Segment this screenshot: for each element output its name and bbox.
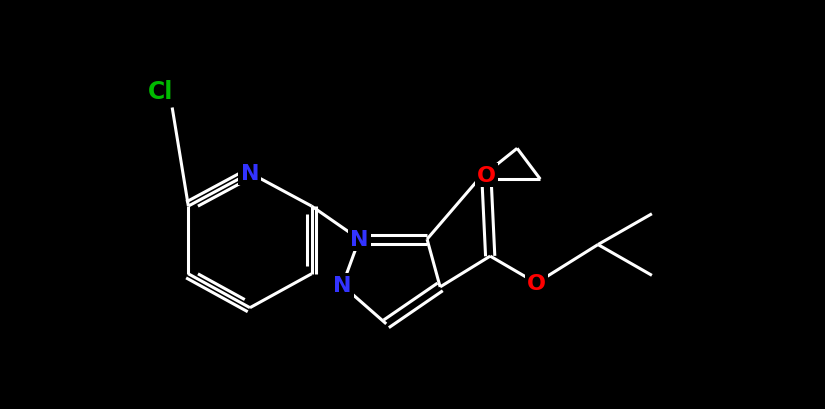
Text: Cl: Cl (148, 79, 173, 103)
Text: O: O (477, 166, 496, 186)
Text: N: N (333, 276, 351, 296)
Text: N: N (350, 229, 369, 249)
Text: O: O (527, 273, 546, 293)
Text: N: N (241, 164, 259, 184)
